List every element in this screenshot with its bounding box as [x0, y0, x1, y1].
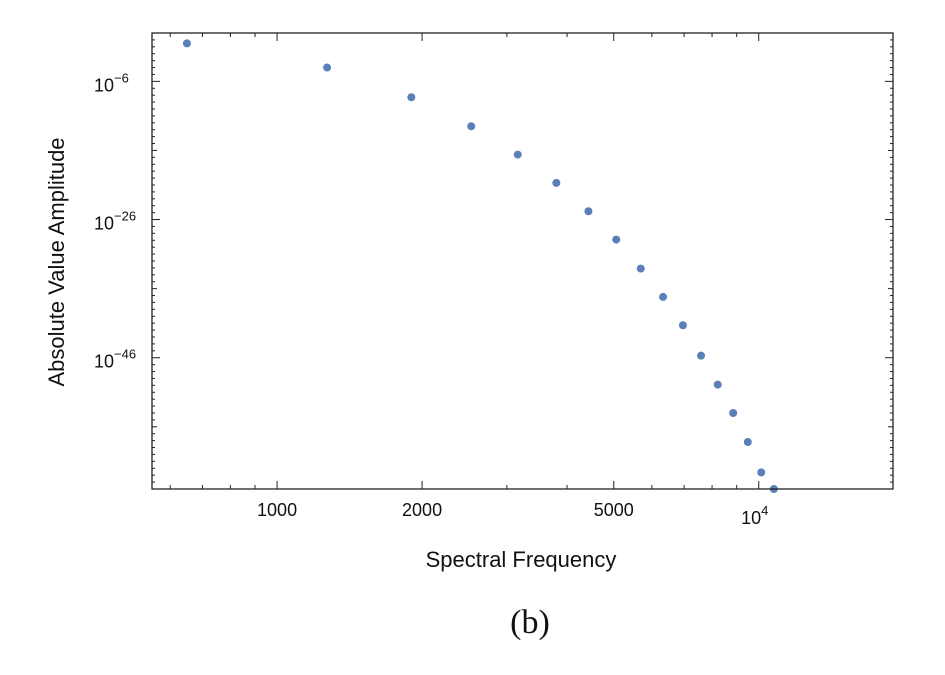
x-tick-label: 5000	[594, 500, 634, 520]
plot-frame	[151, 32, 894, 490]
x-tick-label: 1000	[257, 500, 297, 520]
data-point	[467, 122, 476, 131]
data-point	[697, 351, 706, 360]
data-point	[757, 468, 766, 477]
y-tick-label: 10−26	[94, 209, 136, 234]
x-tick-label: 2000	[402, 500, 442, 520]
y-axis-label: Absolute Value Amplitude	[44, 137, 69, 386]
data-point	[713, 380, 722, 389]
figure-caption: (b)	[510, 604, 550, 641]
data-point	[584, 207, 593, 216]
data-point	[552, 178, 561, 187]
data-point	[612, 235, 621, 244]
data-point	[743, 438, 752, 447]
data-point	[659, 292, 668, 301]
tick-marks	[152, 32, 893, 490]
data-point	[513, 150, 522, 159]
y-tick-labels: 10−6 10−26 10−46	[94, 70, 136, 371]
x-axis-label: Spectral Frequency	[426, 547, 617, 572]
y-tick-label: 10−46	[94, 347, 136, 372]
data-point	[182, 39, 191, 48]
data-point	[636, 264, 645, 273]
data-point	[729, 409, 738, 417]
data-points	[182, 39, 778, 493]
data-point	[678, 321, 687, 330]
data-point	[407, 93, 416, 102]
y-tick-label: 10−6	[94, 70, 129, 95]
x-tick-label: 104	[741, 503, 768, 528]
x-tick-labels: 1000 2000 5000 104	[257, 500, 768, 528]
data-point	[323, 63, 332, 72]
